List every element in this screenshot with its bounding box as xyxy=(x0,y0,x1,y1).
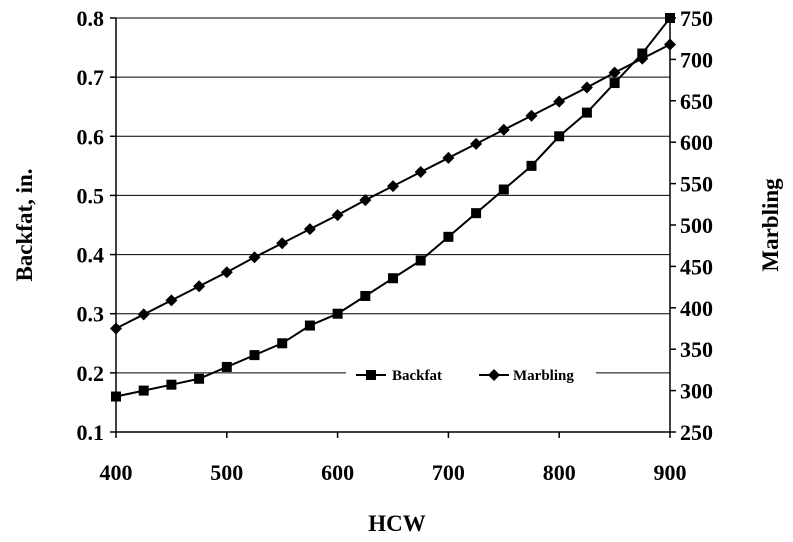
legend: Backfat Marbling xyxy=(346,363,596,387)
data-point-backfat xyxy=(277,338,288,349)
data-point-marbling xyxy=(608,66,621,79)
data-point-backfat xyxy=(609,78,620,89)
data-point-backfat xyxy=(194,373,205,384)
data-point-marbling xyxy=(165,294,178,307)
data-point-backfat xyxy=(498,184,509,195)
data-point-marbling xyxy=(110,322,122,335)
x-tick-label: 600 xyxy=(321,460,354,485)
data-point-backfat xyxy=(332,308,343,319)
data-point-marbling xyxy=(664,38,676,51)
right-tick-label: 650 xyxy=(680,89,713,114)
data-point-marbling xyxy=(137,308,150,321)
right-tick-label: 700 xyxy=(680,47,713,72)
data-point-marbling xyxy=(414,166,427,179)
left-tick-label: 0.2 xyxy=(77,361,105,386)
data-point-marbling xyxy=(331,209,344,222)
right-axis-ticks: 250 300 350 400 450 500 550 600 650 700 750 xyxy=(670,6,713,445)
right-tick-label: 550 xyxy=(680,172,713,197)
x-tick-label: 700 xyxy=(432,460,465,485)
x-axis-ticks: 400 500 600 700 800 900 xyxy=(100,432,687,485)
data-point-marbling xyxy=(470,137,483,150)
right-tick-label: 500 xyxy=(680,213,713,238)
data-point-marbling xyxy=(580,81,593,94)
legend-marker-backfat xyxy=(366,370,376,380)
x-axis-title: HCW xyxy=(368,511,426,536)
left-tick-label: 0.1 xyxy=(77,420,105,445)
data-point-backfat xyxy=(388,273,398,284)
data-point-backfat xyxy=(554,131,565,142)
data-point-marbling xyxy=(636,52,649,65)
series-group xyxy=(110,13,676,402)
series-backfat xyxy=(111,13,675,402)
right-tick-label: 450 xyxy=(680,254,713,279)
data-point-marbling xyxy=(220,266,233,279)
data-point-marbling xyxy=(193,280,206,293)
legend-marker-marbling xyxy=(488,369,500,381)
legend-label-marbling: Marbling xyxy=(513,368,574,384)
data-point-backfat xyxy=(360,290,371,301)
data-point-marbling xyxy=(303,223,316,236)
x-tick-label: 500 xyxy=(210,460,243,485)
x-tick-label: 400 xyxy=(100,460,133,485)
left-tick-label: 0.4 xyxy=(77,243,105,268)
legend-box xyxy=(346,363,596,387)
data-point-backfat xyxy=(166,379,177,390)
series-line-backfat xyxy=(115,17,671,398)
data-point-backfat xyxy=(526,160,537,171)
data-point-marbling xyxy=(248,251,261,264)
data-point-backfat xyxy=(249,350,260,361)
data-point-marbling xyxy=(525,109,538,122)
left-tick-label: 0.3 xyxy=(77,302,105,327)
right-tick-label: 750 xyxy=(680,6,713,31)
left-axis-ticks: 0.1 0.2 0.3 0.4 0.5 0.6 0.7 0.8 xyxy=(77,6,116,445)
data-point-marbling xyxy=(276,237,289,250)
left-tick-label: 0.6 xyxy=(77,124,105,149)
data-point-marbling xyxy=(359,194,372,207)
data-point-marbling xyxy=(387,180,399,193)
data-point-backfat xyxy=(581,107,592,118)
legend-label-backfat: Backfat xyxy=(392,368,442,384)
left-tick-label: 0.8 xyxy=(77,6,105,31)
data-point-marbling xyxy=(553,95,566,108)
data-point-backfat xyxy=(138,385,149,396)
x-tick-label: 800 xyxy=(543,460,576,485)
data-point-marbling xyxy=(442,151,455,164)
series-marbling xyxy=(110,38,676,335)
data-point-backfat xyxy=(471,208,482,219)
left-tick-label: 0.5 xyxy=(77,183,105,208)
right-tick-label: 600 xyxy=(680,130,713,155)
right-axis-title: Marbling xyxy=(758,178,783,272)
right-tick-label: 400 xyxy=(680,296,713,321)
gridlines xyxy=(116,17,670,374)
data-point-backfat xyxy=(304,320,315,331)
left-axis-title: Backfat, in. xyxy=(12,168,37,281)
data-point-backfat xyxy=(415,255,426,266)
data-point-backfat xyxy=(111,391,121,402)
right-tick-label: 350 xyxy=(680,337,713,362)
right-tick-label: 250 xyxy=(680,420,713,445)
left-tick-label: 0.7 xyxy=(77,65,105,90)
x-tick-label: 900 xyxy=(654,460,687,485)
right-tick-label: 300 xyxy=(680,379,713,404)
data-point-marbling xyxy=(497,123,510,136)
data-point-backfat xyxy=(665,13,675,23)
data-point-backfat xyxy=(443,231,454,242)
data-point-backfat xyxy=(221,361,232,372)
